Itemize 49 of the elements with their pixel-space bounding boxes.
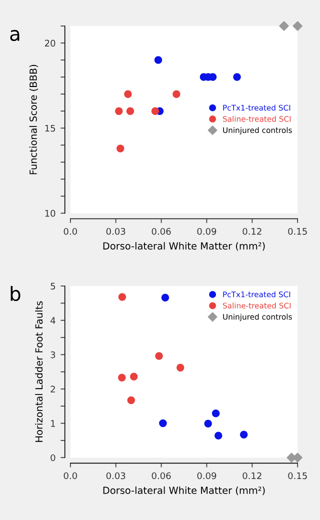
y-axis-title: Horizontal Ladder Foot Faults bbox=[35, 301, 43, 442]
text: a bbox=[10, 30, 20, 42]
y-tick-label: 15 bbox=[45, 124, 56, 132]
y-tick-label: 2 bbox=[50, 386, 55, 392]
x-tick-label: 0.06 bbox=[152, 472, 171, 480]
x-tick-label: 0.12 bbox=[242, 228, 262, 235]
point bbox=[279, 21, 289, 31]
point bbox=[124, 90, 132, 98]
x-axis-title: Dorso-lateral White Matter (mm²) bbox=[103, 242, 265, 251]
text: b bbox=[10, 286, 20, 302]
x-tick-label: 0.09 bbox=[197, 228, 216, 235]
x-tick-label: 0.03 bbox=[106, 228, 126, 235]
point bbox=[214, 432, 222, 440]
point bbox=[151, 107, 160, 115]
y-tick-label: 3 bbox=[50, 351, 56, 358]
point bbox=[233, 73, 241, 81]
point bbox=[292, 21, 302, 31]
x-tick-label: 0.15 bbox=[288, 228, 307, 235]
point bbox=[127, 396, 136, 404]
x-tick-label: 0.06 bbox=[152, 228, 171, 235]
point bbox=[161, 294, 170, 302]
x-tick-label: 0.15 bbox=[288, 472, 307, 480]
point bbox=[212, 409, 220, 418]
x-tick-label: 0.0 bbox=[64, 228, 77, 235]
point bbox=[118, 293, 126, 301]
y-tick-label: 10 bbox=[45, 210, 56, 217]
y-tick-label: 1 bbox=[51, 420, 55, 427]
x-tick-label: 0.03 bbox=[106, 472, 126, 480]
point bbox=[114, 107, 123, 115]
y-tick-label: 0 bbox=[50, 454, 56, 462]
y-tick-label: 4 bbox=[50, 317, 56, 324]
point bbox=[159, 419, 167, 428]
point bbox=[118, 374, 126, 382]
point bbox=[155, 352, 163, 360]
point bbox=[154, 56, 162, 64]
point bbox=[116, 144, 124, 152]
y-tick-label: 5 bbox=[50, 282, 56, 290]
x-tick-label: 0.0 bbox=[64, 472, 77, 480]
point bbox=[126, 107, 134, 115]
point bbox=[240, 430, 248, 438]
y-tick-label: 20 bbox=[44, 40, 56, 47]
x-axis-title: Dorso-lateral White Matter (mm²) bbox=[103, 486, 265, 496]
point bbox=[172, 90, 180, 98]
point bbox=[204, 420, 212, 428]
x-tick-label: 0.12 bbox=[242, 472, 262, 480]
point bbox=[176, 364, 184, 372]
y-axis-title: Functional Score (BBB) bbox=[29, 64, 38, 174]
x-tick-label: 0.09 bbox=[197, 472, 216, 480]
point bbox=[130, 372, 138, 380]
